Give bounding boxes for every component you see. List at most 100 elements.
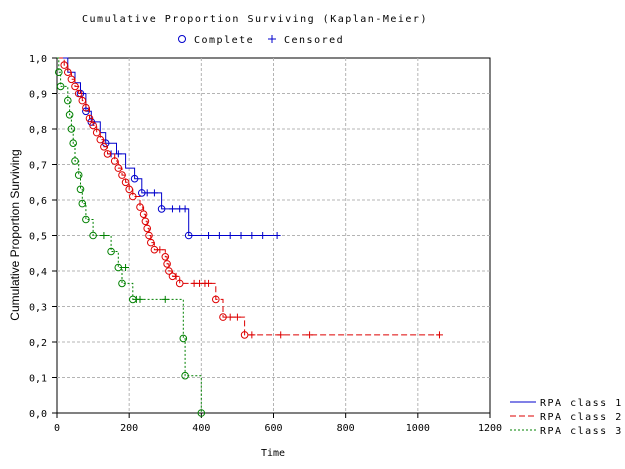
x-axis: 0 200 400 600 800 1000 1200: [54, 413, 502, 434]
complete-point: [69, 139, 77, 147]
x-tick-label: 1200: [478, 423, 502, 434]
complete-point: [89, 121, 97, 130]
series-group: [57, 57, 281, 240]
complete-point: [64, 68, 72, 76]
y-axis: 0,0 0,1 0,2 0,3 0,4 0,5 0,6 0,7 0,8 0,9 1,0: [29, 54, 57, 420]
complete-point: [107, 247, 115, 256]
complete-point: [65, 111, 74, 119]
complete-point: [240, 331, 249, 339]
marker-legend: Complete Censored: [178, 35, 344, 46]
censored-point: [273, 232, 281, 239]
y-tick-label: 0,4: [29, 267, 47, 278]
censored-point: [205, 279, 213, 287]
complete-point: [103, 150, 112, 158]
survival-step-line: [57, 57, 440, 336]
complete-point: [74, 171, 83, 179]
complete-marker-icon: [178, 35, 186, 43]
legend-series-label: RPA class 1: [540, 398, 623, 409]
complete-point: [219, 313, 227, 321]
complete-point: [147, 238, 155, 247]
y-tick-label: 0,5: [29, 232, 47, 243]
censored-point: [168, 205, 176, 213]
censored-marker-icon: [268, 35, 276, 43]
complete-point: [71, 82, 79, 91]
censored-point: [181, 205, 189, 213]
censored-point: [143, 189, 151, 197]
censored-point: [248, 232, 256, 239]
complete-point: [181, 371, 189, 380]
complete-point: [175, 279, 184, 288]
complete-point: [74, 89, 83, 98]
complete-point: [82, 103, 90, 112]
censored-point: [161, 295, 169, 303]
complete-point: [85, 114, 94, 123]
complete-point: [118, 279, 126, 288]
complete-point: [114, 263, 123, 272]
complete-point: [71, 157, 79, 165]
complete-point: [78, 199, 87, 208]
complete-point: [212, 295, 220, 304]
complete-point: [60, 61, 68, 69]
complete-point: [114, 164, 123, 172]
survival-step-line: [57, 57, 202, 413]
complete-point: [163, 260, 171, 268]
complete-point: [130, 174, 139, 183]
marker-legend-censored-label: Censored: [284, 35, 344, 46]
x-tick-label: 600: [264, 423, 282, 434]
y-tick-label: 0,9: [29, 90, 47, 101]
censored-point: [306, 331, 314, 339]
complete-point: [55, 68, 63, 76]
complete-point: [125, 185, 133, 194]
y-tick-label: 0,7: [29, 161, 47, 172]
complete-point: [157, 205, 166, 213]
censored-point: [277, 331, 285, 339]
y-tick-label: 0,0: [29, 409, 47, 420]
complete-point: [145, 231, 153, 240]
survival-step-line: [57, 57, 278, 236]
y-tick-label: 0,8: [29, 125, 47, 136]
complete-point: [67, 75, 76, 84]
censored-point: [150, 189, 158, 197]
x-axis-label: Time: [261, 448, 285, 459]
complete-point: [78, 96, 87, 105]
complete-point: [64, 96, 72, 105]
censored-point: [226, 313, 234, 321]
censored-point: [248, 331, 256, 339]
x-tick-label: 0: [54, 423, 60, 434]
censored-point: [237, 232, 245, 239]
y-axis-label: Cumulative Proportion Surviving: [8, 149, 22, 320]
complete-point: [184, 231, 193, 240]
complete-point: [161, 252, 170, 261]
censored-point: [172, 272, 180, 280]
x-tick-label: 1000: [406, 423, 430, 434]
censored-point: [259, 232, 267, 239]
complete-point: [141, 217, 150, 226]
y-tick-label: 0,6: [29, 196, 47, 207]
complete-point: [121, 178, 130, 187]
plot-area: [55, 57, 443, 417]
complete-point: [110, 157, 119, 165]
series-group: [55, 57, 206, 417]
legend-series-label: RPA class 3: [540, 426, 623, 437]
chart-title: Cumulative Proportion Surviving (Kaplan-…: [82, 14, 428, 25]
complete-point: [129, 192, 137, 201]
complete-point: [118, 171, 126, 179]
complete-point: [139, 210, 148, 218]
complete-point: [76, 185, 85, 194]
complete-point: [143, 224, 151, 233]
censored-point: [226, 232, 234, 239]
x-tick-label: 200: [120, 423, 138, 434]
legend-series-label: RPA class 2: [540, 412, 623, 423]
complete-point: [67, 125, 76, 133]
complete-point: [136, 203, 144, 211]
y-tick-label: 0,3: [29, 303, 47, 314]
y-tick-label: 1,0: [29, 54, 47, 65]
series-group: [57, 57, 443, 339]
x-tick-label: 400: [192, 423, 210, 434]
complete-point: [165, 267, 173, 275]
censored-point: [136, 295, 144, 303]
complete-point: [179, 334, 188, 343]
complete-point: [56, 82, 65, 91]
y-tick-label: 0,1: [29, 374, 47, 385]
